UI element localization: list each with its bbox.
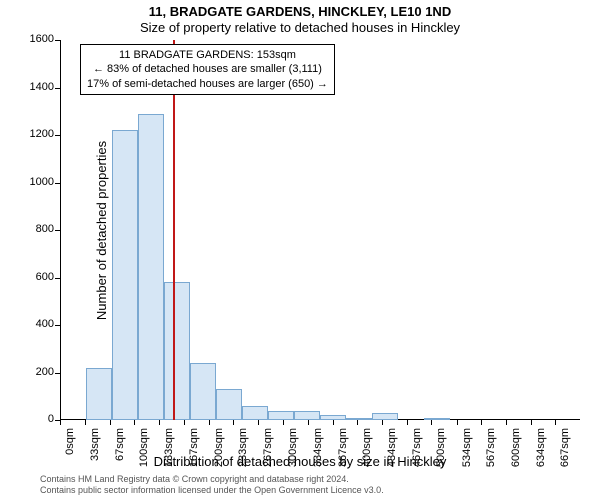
annotation-box: 11 BRADGATE GARDENS: 153sqm← 83% of deta…	[80, 44, 335, 95]
histogram-bar	[372, 413, 398, 420]
histogram-bar	[268, 411, 294, 421]
ytick	[55, 183, 60, 184]
xtick-label: 167sqm	[188, 428, 200, 478]
ytick-label: 1200	[24, 128, 54, 140]
annotation-line2: ← 83% of detached houses are smaller (3,…	[87, 62, 328, 76]
y-axis	[60, 40, 61, 420]
annotation-line3: 17% of semi-detached houses are larger (…	[87, 77, 328, 91]
ytick-label: 800	[24, 223, 54, 235]
ytick-label: 600	[24, 271, 54, 283]
xtick-label: 33sqm	[89, 428, 101, 478]
xtick	[233, 420, 234, 425]
xtick	[60, 420, 61, 425]
xtick	[506, 420, 507, 425]
xtick	[481, 420, 482, 425]
xtick-label: 0sqm	[64, 428, 76, 478]
xtick-label: 634sqm	[535, 428, 547, 478]
property-marker-line	[173, 40, 175, 420]
chart-title-line1: 11, BRADGATE GARDENS, HINCKLEY, LE10 1ND	[0, 4, 600, 19]
ytick	[55, 40, 60, 41]
histogram-bar	[190, 363, 216, 420]
xtick	[382, 420, 383, 425]
attribution: Contains HM Land Registry data © Crown c…	[40, 474, 384, 496]
ytick	[55, 373, 60, 374]
ytick	[55, 88, 60, 89]
xtick-label: 400sqm	[361, 428, 373, 478]
xtick-label: 267sqm	[262, 428, 274, 478]
ytick	[55, 325, 60, 326]
ytick	[55, 230, 60, 231]
xtick-label: 500sqm	[435, 428, 447, 478]
ytick-label: 400	[24, 318, 54, 330]
xtick	[457, 420, 458, 425]
xtick	[209, 420, 210, 425]
histogram-bar	[242, 406, 268, 420]
xtick	[333, 420, 334, 425]
xtick	[357, 420, 358, 425]
chart-title-line2: Size of property relative to detached ho…	[0, 20, 600, 35]
histogram-bar	[424, 418, 450, 420]
xtick-label: 534sqm	[461, 428, 473, 478]
xtick-label: 334sqm	[312, 428, 324, 478]
ytick-label: 0	[24, 413, 54, 425]
xtick-label: 434sqm	[386, 428, 398, 478]
histogram-bar	[216, 389, 242, 420]
x-axis-label: Distribution of detached houses by size …	[0, 454, 600, 469]
histogram-bar	[138, 114, 164, 420]
ytick	[55, 135, 60, 136]
xtick-label: 67sqm	[114, 428, 126, 478]
xtick	[110, 420, 111, 425]
xtick	[184, 420, 185, 425]
xtick-label: 600sqm	[510, 428, 522, 478]
histogram-bar	[294, 411, 320, 421]
plot-area: 020040060080010001200140016000sqm33sqm67…	[60, 40, 580, 420]
xtick-label: 367sqm	[337, 428, 349, 478]
attribution-line2: Contains public sector information licen…	[40, 485, 384, 496]
xtick-label: 100sqm	[138, 428, 150, 478]
annotation-line1: 11 BRADGATE GARDENS: 153sqm	[87, 48, 328, 62]
histogram-bar	[112, 130, 138, 420]
ytick-label: 1400	[24, 81, 54, 93]
xtick-label: 133sqm	[163, 428, 175, 478]
xtick-label: 300sqm	[287, 428, 299, 478]
xtick	[431, 420, 432, 425]
xtick	[258, 420, 259, 425]
xtick-label: 200sqm	[213, 428, 225, 478]
ytick-label: 200	[24, 366, 54, 378]
xtick-label: 467sqm	[411, 428, 423, 478]
ytick-label: 1000	[24, 176, 54, 188]
histogram-bar	[86, 368, 112, 420]
xtick	[159, 420, 160, 425]
attribution-line1: Contains HM Land Registry data © Crown c…	[40, 474, 384, 485]
xtick	[531, 420, 532, 425]
ytick-label: 1600	[24, 33, 54, 45]
xtick	[555, 420, 556, 425]
xtick	[283, 420, 284, 425]
ytick	[55, 278, 60, 279]
histogram-bar	[346, 418, 372, 420]
xtick-label: 567sqm	[485, 428, 497, 478]
histogram-bar	[164, 282, 190, 420]
xtick	[85, 420, 86, 425]
xtick-label: 667sqm	[559, 428, 571, 478]
xtick	[407, 420, 408, 425]
xtick-label: 233sqm	[237, 428, 249, 478]
xtick	[134, 420, 135, 425]
xtick	[308, 420, 309, 425]
